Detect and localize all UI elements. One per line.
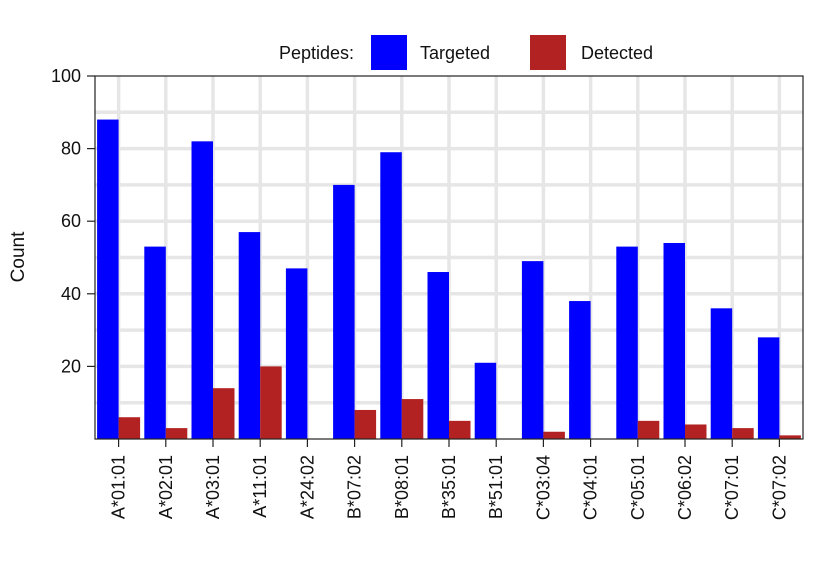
- legend-swatch-targeted: [371, 35, 407, 70]
- bar-detected-B*35:01: [449, 420, 471, 439]
- x-tick-label: C*05:01: [628, 455, 648, 520]
- x-tick-label: B*35:01: [439, 455, 459, 519]
- bar-detected-A*11:01: [260, 366, 282, 439]
- bar-targeted-B*08:01: [380, 152, 402, 440]
- bar-targeted-B*35:01: [427, 272, 449, 439]
- x-tick-label: A*03:01: [203, 455, 223, 519]
- x-tick-label: C*06:02: [675, 455, 695, 520]
- bar-targeted-C*07:02: [757, 337, 780, 439]
- bar-detected-C*05:01: [637, 420, 660, 439]
- bar-detected-B*07:02: [354, 409, 377, 439]
- y-tick-label: 60: [61, 211, 81, 231]
- bars: [97, 119, 801, 440]
- x-tick-label: C*07:01: [722, 455, 742, 520]
- y-tick-label: 20: [61, 356, 81, 376]
- x-axis: A*01:01 A*02:01 A*03:01 A*11:01 A*24:02 B*07:…: [109, 439, 789, 520]
- legend-swatch-detected: [530, 35, 566, 70]
- bar-targeted-A*11:01: [238, 232, 261, 439]
- bar-targeted-B*51:01: [474, 362, 497, 439]
- bar-targeted-C*03:04: [521, 261, 544, 439]
- bar-detected-A*02:01: [165, 428, 188, 439]
- bar-targeted-C*05:01: [616, 246, 638, 439]
- x-tick-label: B*07:02: [345, 455, 365, 519]
- x-tick-label: B*08:01: [392, 455, 412, 519]
- bar-detected-C*06:02: [685, 424, 707, 439]
- legend-label-detected: Detected: [581, 43, 653, 63]
- bar-targeted-A*02:01: [144, 246, 166, 439]
- legend: Peptides: Targeted Detected: [279, 35, 653, 70]
- y-tick-label: 100: [51, 66, 81, 86]
- x-tick-label: A*24:02: [297, 455, 317, 519]
- x-tick-label: C*03:04: [533, 455, 553, 520]
- x-tick-label: B*51:01: [486, 455, 506, 519]
- y-axis-title: Count: [8, 231, 29, 282]
- bar-detected-C*07:01: [732, 428, 754, 439]
- bar-detected-C*03:04: [543, 431, 565, 439]
- bar-targeted-A*01:01: [97, 119, 119, 439]
- bar-detected-A*01:01: [118, 417, 141, 439]
- x-tick-label: A*02:01: [156, 455, 176, 519]
- legend-title: Peptides:: [279, 43, 354, 63]
- y-axis: 20 40 60 80 100: [51, 66, 95, 376]
- bar-targeted-A*24:02: [285, 268, 308, 439]
- x-tick-label: C*04:01: [581, 455, 601, 520]
- bar-detected-B*08:01: [401, 399, 424, 439]
- x-tick-label: C*07:02: [769, 455, 789, 520]
- x-tick-label: A*11:01: [250, 455, 270, 518]
- bar-targeted-B*07:02: [333, 184, 355, 439]
- bar-targeted-C*07:01: [710, 308, 733, 439]
- y-tick-label: 40: [61, 284, 81, 304]
- bar-targeted-C*04:01: [569, 301, 591, 439]
- y-tick-label: 80: [61, 139, 81, 159]
- bar-targeted-C*06:02: [663, 242, 685, 439]
- bar-detected-A*03:01: [213, 388, 235, 439]
- x-tick-label: A*01:01: [109, 455, 129, 519]
- legend-label-targeted: Targeted: [420, 43, 490, 63]
- bar-detected-C*07:02: [779, 435, 801, 439]
- bar-targeted-A*03:01: [191, 141, 213, 439]
